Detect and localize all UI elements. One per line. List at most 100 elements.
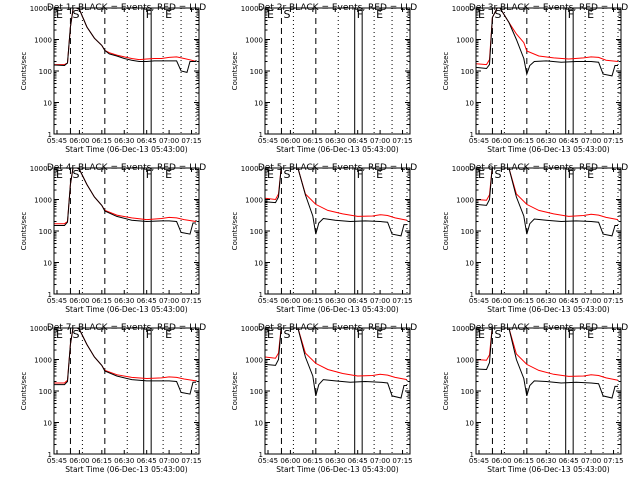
x-tick-label: 06:45: [137, 457, 157, 465]
x-tick-label: 07:15: [392, 297, 412, 305]
y-tick-label: 1000: [456, 197, 474, 205]
x-tick-label: 07:15: [392, 137, 412, 145]
y-tick-label: 1000: [245, 197, 263, 205]
x-axis-label: Start Time (06-Dec-13 05:43:00): [487, 465, 609, 474]
y-tick-label: 1000: [34, 37, 52, 45]
marker-label: S: [72, 328, 79, 341]
y-tick-label: 10000: [241, 325, 263, 333]
x-tick-label: 06:15: [92, 457, 112, 465]
x-tick-label: 06:30: [114, 137, 134, 145]
y-axis-label: Counts/sec: [231, 212, 239, 251]
x-tick-label: 06:30: [325, 297, 345, 305]
x-tick-label: 07:15: [392, 457, 412, 465]
y-tick-label: 10: [43, 260, 52, 268]
events-series: [54, 328, 196, 395]
x-tick-label: 06:00: [69, 457, 89, 465]
x-tick-label: 06:45: [137, 137, 157, 145]
marker-label: E: [267, 8, 274, 21]
marker-label: E: [376, 8, 383, 21]
y-tick-label: 10000: [30, 325, 52, 333]
y-tick-label: 1: [48, 131, 52, 139]
marker-label: E: [587, 328, 594, 341]
x-axis-label: Start Time (06-Dec-13 05:43:00): [65, 465, 187, 474]
y-tick-label: 1: [470, 291, 474, 299]
panel-title: Det 2r BLACK = Events, RED = LLD: [258, 3, 417, 13]
marker-label: S: [494, 328, 501, 341]
panel-title: Det 3r BLACK = Events, RED = LLD: [469, 3, 628, 13]
panel-title: Det 1r BLACK = Events, RED = LLD: [47, 3, 206, 13]
y-tick-label: 100: [461, 388, 474, 396]
y-tick-label: 100: [39, 68, 52, 76]
y-tick-label: 1: [48, 291, 52, 299]
x-tick-label: 05:45: [469, 137, 489, 145]
x-tick-label: 06:15: [92, 137, 112, 145]
events-series: [265, 328, 407, 399]
panel-title: Det 6r BLACK = Events, RED = LLD: [469, 163, 628, 173]
marker-label: S: [72, 8, 79, 21]
y-tick-label: 1: [259, 131, 263, 139]
x-tick-label: 06:00: [69, 137, 89, 145]
x-axis-label: Start Time (06-Dec-13 05:43:00): [487, 305, 609, 314]
plot-frame: [475, 7, 622, 135]
marker-label: E: [56, 8, 63, 21]
y-tick-label: 10000: [452, 165, 474, 173]
events-series: [476, 328, 618, 399]
plot-frame: [53, 167, 200, 295]
x-tick-label: 05:45: [258, 457, 278, 465]
x-tick-label: 06:45: [559, 137, 579, 145]
x-tick-label: 06:45: [559, 457, 579, 465]
y-tick-label: 100: [250, 68, 263, 76]
marker-label: E: [478, 328, 485, 341]
plot-frame: [264, 167, 411, 295]
x-tick-label: 05:45: [469, 297, 489, 305]
plot-frame: [53, 7, 200, 135]
x-tick-label: 05:45: [47, 297, 67, 305]
marker-label: F: [357, 168, 363, 181]
marker-label: E: [165, 328, 172, 341]
y-tick-label: 100: [39, 388, 52, 396]
marker-label: S: [72, 168, 79, 181]
marker-label: S: [494, 8, 501, 21]
x-tick-label: 07:15: [181, 137, 201, 145]
x-tick-label: 06:15: [92, 297, 112, 305]
plot-frame: [264, 327, 411, 455]
y-tick-label: 10: [254, 420, 263, 428]
marker-label: E: [267, 168, 274, 181]
events-series: [476, 8, 618, 77]
y-tick-label: 10000: [241, 5, 263, 13]
x-tick-label: 06:30: [114, 297, 134, 305]
events-series: [54, 8, 196, 73]
x-tick-label: 06:00: [491, 297, 511, 305]
panel-title: Det 7r BLACK = Events, RED = LLD: [47, 323, 206, 333]
y-tick-label: 1: [470, 451, 474, 459]
y-axis-label: Counts/sec: [442, 212, 450, 251]
x-axis-label: Start Time (06-Dec-13 05:43:00): [487, 145, 609, 154]
x-tick-label: 06:30: [114, 457, 134, 465]
y-tick-label: 1000: [456, 357, 474, 365]
x-tick-label: 06:00: [280, 457, 300, 465]
y-tick-label: 1000: [245, 37, 263, 45]
y-tick-label: 1: [259, 451, 263, 459]
y-tick-label: 100: [461, 228, 474, 236]
x-tick-label: 07:00: [159, 457, 179, 465]
marker-label: E: [376, 328, 383, 341]
x-tick-label: 06:00: [280, 137, 300, 145]
x-tick-label: 06:45: [348, 297, 368, 305]
x-tick-label: 06:15: [303, 457, 323, 465]
y-tick-label: 100: [39, 228, 52, 236]
y-tick-label: 10000: [452, 325, 474, 333]
marker-label: F: [146, 168, 152, 181]
plot-frame: [475, 327, 622, 455]
y-tick-label: 10000: [452, 5, 474, 13]
x-tick-label: 06:15: [514, 297, 534, 305]
x-axis-label: Start Time (06-Dec-13 05:43:00): [276, 465, 398, 474]
y-axis-label: Counts/sec: [442, 52, 450, 91]
marker-label: F: [568, 168, 574, 181]
marker-label: S: [283, 8, 290, 21]
